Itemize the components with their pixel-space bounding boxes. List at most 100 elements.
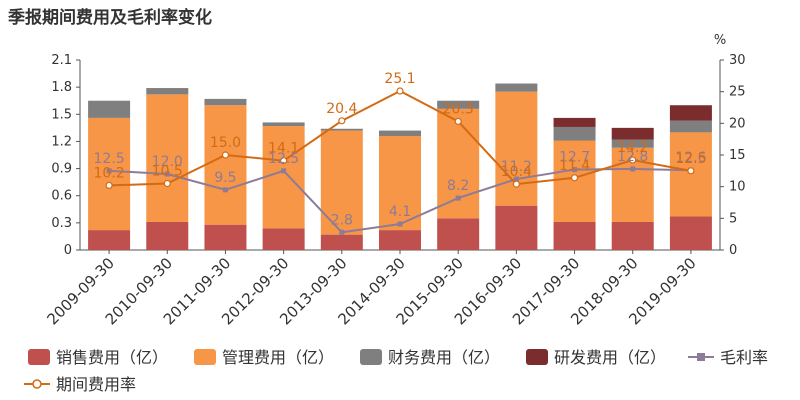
bar-7-销售费用（亿） [495,205,538,250]
data-label-毛利率: 11.2 [501,159,532,175]
marker-期间费用率 [338,117,346,125]
right-tick-label: 10 [729,180,746,195]
legend-swatch-研发费用（亿） [526,349,548,365]
bar-6-管理费用（亿） [437,108,480,219]
left-tick-label: 0.3 [51,216,72,231]
marker-期间费用率 [454,117,462,126]
right-tick-label: 25 [729,85,746,100]
bar-10-财务费用（亿） [669,120,712,133]
legend-marker-期间费用率 [32,379,42,389]
marker-毛利率 [630,166,636,172]
left-tick-label: 0 [64,243,72,258]
data-label-毛利率: 12.7 [559,150,590,166]
bar-5-财务费用（亿） [379,130,421,136]
legend-label-财务费用（亿）: 财务费用（亿） [388,348,500,367]
bar-6-销售费用（亿） [437,218,480,250]
marker-毛利率 [513,176,519,182]
marker-毛利率 [455,195,461,201]
data-label-期间费用率: 20.4 [326,101,357,117]
chart-title: 季报期间费用及毛利率变化 [8,8,212,28]
right-tick-label: 20 [729,116,746,131]
data-label-期间费用率: 10.2 [94,165,125,181]
right-tick-label: 30 [729,53,746,68]
legend-label-研发费用（亿）: 研发费用（亿） [554,348,666,367]
right-tick-label: 5 [729,211,737,226]
bar-8-研发费用（亿） [553,117,596,127]
bar-10-销售费用（亿） [669,216,712,250]
left-tick-label: 0.6 [51,189,72,204]
data-label-毛利率: 12.5 [94,151,125,167]
data-label-期间费用率: 14.1 [268,141,299,157]
right-tick-label: 15 [729,148,746,163]
marker-期间费用率 [105,181,113,189]
marker-毛利率 [572,167,578,173]
bar-8-财务费用（亿） [553,126,596,141]
bar-4-财务费用（亿） [320,128,363,131]
marker-期间费用率 [512,180,520,188]
bar-2-销售费用（亿） [204,224,247,250]
data-label-期间费用率: 12.5 [675,151,706,167]
left-tick-label: 2.1 [51,53,72,68]
data-label-期间费用率: 15.0 [210,135,241,151]
legend-label-管理费用（亿）: 管理费用（亿） [222,348,334,367]
bar-10-研发费用（亿） [669,105,712,121]
bar-4-销售费用（亿） [320,234,363,250]
left-tick-label: 1.5 [51,107,72,122]
bar-2-财务费用（亿） [204,98,247,106]
marker-毛利率 [281,168,287,174]
data-label-毛利率: 12.0 [152,154,183,170]
bar-0-财务费用（亿） [88,100,131,118]
left-tick-label: 0.9 [51,162,72,177]
data-label-毛利率: 12.6 [675,150,706,166]
bar-8-销售费用（亿） [553,221,596,250]
data-label-期间费用率: 20.3 [443,101,474,117]
bar-7-管理费用（亿） [495,91,538,206]
data-label-毛利率: 2.8 [331,212,353,228]
legend-swatch-销售费用（亿） [28,349,50,365]
right-axis-unit: % [714,33,726,48]
data-label-期间费用率: 11.4 [559,158,590,174]
bar-9-财务费用（亿） [611,139,654,148]
bar-3-销售费用（亿） [262,228,305,250]
marker-毛利率 [106,168,112,174]
marker-期间费用率 [221,151,230,159]
marker-期间费用率 [280,157,288,165]
bar-2-管理费用（亿） [204,105,247,225]
data-label-期间费用率: 14.2 [617,140,648,156]
legend-swatch-管理费用（亿） [194,349,216,365]
left-tick-label: 1.8 [51,80,72,95]
legend-swatch-财务费用（亿） [360,349,382,365]
left-tick-label: 1.2 [51,134,72,149]
data-label-期间费用率: 10.4 [501,164,532,180]
marker-毛利率 [222,187,228,193]
marker-毛利率 [339,229,345,235]
data-label-期间费用率: 25.1 [384,71,415,87]
data-label-毛利率: 12.8 [617,149,648,165]
right-tick-label: 0 [729,243,737,258]
bar-6-财务费用（亿） [437,100,480,109]
data-label-毛利率: 4.1 [389,204,411,220]
marker-期间费用率 [163,179,171,188]
marker-期间费用率 [687,167,695,175]
bar-5-销售费用（亿） [379,230,421,250]
bar-1-销售费用（亿） [146,221,189,250]
marker-期间费用率 [629,156,637,164]
data-label-毛利率: 8.2 [447,178,469,194]
bar-1-财务费用（亿） [146,88,189,95]
marker-期间费用率 [396,87,404,95]
legend-marker-毛利率 [697,353,705,361]
legend-label-毛利率: 毛利率 [720,348,768,367]
bar-0-管理费用（亿） [88,117,131,231]
bar-9-研发费用（亿） [611,127,654,140]
bar-9-销售费用（亿） [611,221,654,250]
data-label-期间费用率: 10.5 [152,164,183,180]
marker-毛利率 [164,171,170,177]
marker-毛利率 [397,221,403,227]
legend-label-期间费用率: 期间费用率 [56,375,136,394]
legend-label-销售费用（亿）: 销售费用（亿） [56,348,168,367]
bar-10-管理费用（亿） [669,132,712,217]
bar-5-管理费用（亿） [379,136,421,231]
marker-期间费用率 [570,174,579,182]
data-label-毛利率: 9.5 [214,170,236,186]
